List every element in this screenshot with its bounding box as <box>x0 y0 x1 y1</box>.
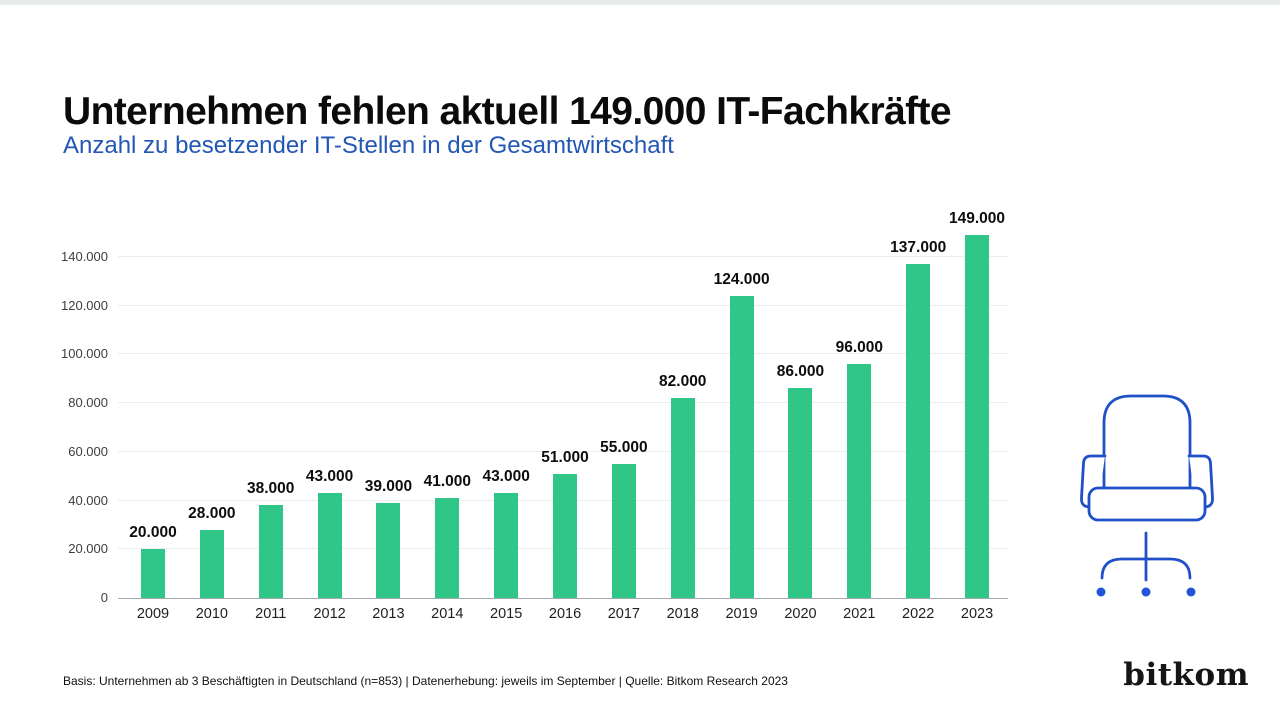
x-tick-label: 2009 <box>136 606 170 622</box>
x-tick-label: 2022 <box>902 606 935 622</box>
gridline <box>118 402 1008 403</box>
bar-2020 <box>788 388 813 598</box>
bar-value-label: 86.000 <box>776 363 825 381</box>
x-tick-label: 2020 <box>784 606 817 622</box>
bar-2021 <box>847 364 872 598</box>
bar-value-label: 38.000 <box>247 480 295 498</box>
bar-2009 <box>141 549 165 598</box>
x-tick-label: 2017 <box>607 606 641 622</box>
bar-value-label: 137.000 <box>890 239 947 257</box>
page-title: Unternehmen fehlen aktuell 149.000 IT-Fa… <box>63 90 952 134</box>
y-tick-label: 80.000 <box>68 395 108 410</box>
bar-value-label: 39.000 <box>364 477 413 495</box>
bar-value-label: 55.000 <box>600 438 648 456</box>
bar-2014 <box>435 498 460 598</box>
bar-2022 <box>906 264 931 598</box>
y-tick-label: 140.000 <box>61 248 108 264</box>
bar-2023 <box>965 234 990 598</box>
bar-value-label: 41.000 <box>423 473 472 491</box>
y-tick-label: 40.000 <box>68 492 108 508</box>
bar-2011 <box>258 505 283 598</box>
bar-value-label: 28.000 <box>188 504 236 522</box>
top-border-strip <box>0 0 1280 5</box>
bar-value-label: 124.000 <box>713 270 770 288</box>
gridline <box>118 353 1008 355</box>
bar-value-label: 82.000 <box>659 373 707 391</box>
bar-value-label: 96.000 <box>835 339 884 356</box>
bar-2019 <box>729 295 754 598</box>
x-tick-label: 2016 <box>548 606 582 622</box>
bar-2016 <box>553 473 578 598</box>
bar-2012 <box>317 493 342 598</box>
bar-2010 <box>199 529 224 598</box>
chart-subtitle: Anzahl zu besetzender IT-Stellen in der … <box>63 132 674 159</box>
y-tick-label: 100.000 <box>61 346 108 362</box>
x-tick-label: 2012 <box>313 606 346 622</box>
x-tick-label: 2023 <box>960 606 994 622</box>
bar-2015 <box>494 493 519 598</box>
bar-value-label: 51.000 <box>541 448 589 466</box>
x-tick-label: 2011 <box>255 606 287 622</box>
bar-value-label: 43.000 <box>305 468 354 486</box>
bar-chart-plot-area: 0 20.000 40.000 60.000 80.000 100.000 120.000 1… <box>61 208 1008 622</box>
source-note: Basis: Unternehmen ab 3 Beschäftigten in… <box>63 674 788 688</box>
office-chair-icon <box>1080 394 1214 597</box>
y-tick-label: 20.000 <box>68 541 108 557</box>
bitkom-logo: bitkom <box>1123 657 1249 693</box>
bar-2018 <box>670 398 695 598</box>
x-tick-label: 2013 <box>372 606 405 622</box>
bar-2017 <box>611 463 636 598</box>
y-tick-label: 60.000 <box>68 443 108 459</box>
x-tick-label: 2010 <box>195 606 228 622</box>
y-tick-label: 0 <box>100 590 108 605</box>
gridline <box>118 255 1008 257</box>
bar-value-label: 43.000 <box>482 468 530 486</box>
gridline <box>118 304 1008 306</box>
bar-value-label: 20.000 <box>129 524 177 542</box>
bar-value-label: 149.000 <box>949 209 1006 227</box>
x-tick-label: 2019 <box>725 606 758 622</box>
x-tick-label: 2018 <box>666 606 699 622</box>
x-tick-label: 2021 <box>843 606 876 622</box>
x-tick-label: 2014 <box>431 606 464 622</box>
x-tick-label: 2015 <box>490 606 523 622</box>
y-tick-label: 120.000 <box>61 297 108 313</box>
gridline <box>118 450 1008 452</box>
bar-2013 <box>376 502 401 598</box>
